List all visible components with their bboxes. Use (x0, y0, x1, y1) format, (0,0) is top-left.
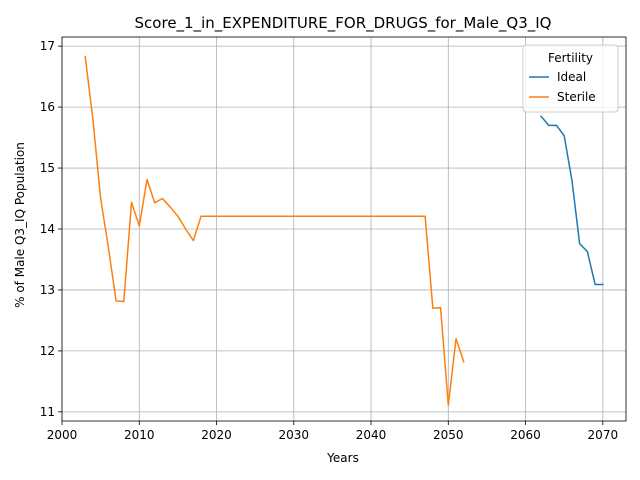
y-tick-label: 16 (40, 100, 55, 114)
series-line-ideal (539, 115, 604, 286)
series-layer (84, 55, 604, 406)
x-axis: 2000 2010 2020 2030 2040 2050 2060 2070 (47, 421, 618, 442)
legend: Fertility Ideal Sterile (522, 44, 619, 113)
legend-label-sterile: Sterile (557, 90, 596, 104)
y-tick-label: 12 (40, 344, 55, 358)
y-tick-label: 11 (40, 405, 55, 419)
legend-title: Fertility (548, 51, 593, 65)
y-axis-title: % of Male Q3_IQ Population (13, 142, 27, 308)
y-tick-label: 13 (40, 283, 55, 297)
legend-label-ideal: Ideal (557, 70, 586, 84)
x-tick-label: 2050 (433, 428, 464, 442)
x-tick-label: 2060 (510, 428, 541, 442)
series-line-sterile (84, 55, 465, 406)
x-axis-title: Years (326, 451, 359, 465)
x-tick-label: 2020 (201, 428, 232, 442)
legend-box (522, 44, 619, 113)
x-tick-label: 2030 (279, 428, 310, 442)
y-tick-label: 15 (40, 161, 55, 175)
y-axis: 11 12 13 14 15 16 17 (40, 39, 62, 419)
x-tick-label: 2040 (356, 428, 387, 442)
chart-title: Score_1_in_EXPENDITURE_FOR_DRUGS_for_Mal… (135, 14, 552, 33)
x-tick-label: 2000 (47, 428, 78, 442)
y-tick-label: 17 (40, 39, 55, 53)
x-tick-label: 2070 (588, 428, 619, 442)
y-tick-label: 14 (40, 222, 55, 236)
x-tick-label: 2010 (124, 428, 155, 442)
